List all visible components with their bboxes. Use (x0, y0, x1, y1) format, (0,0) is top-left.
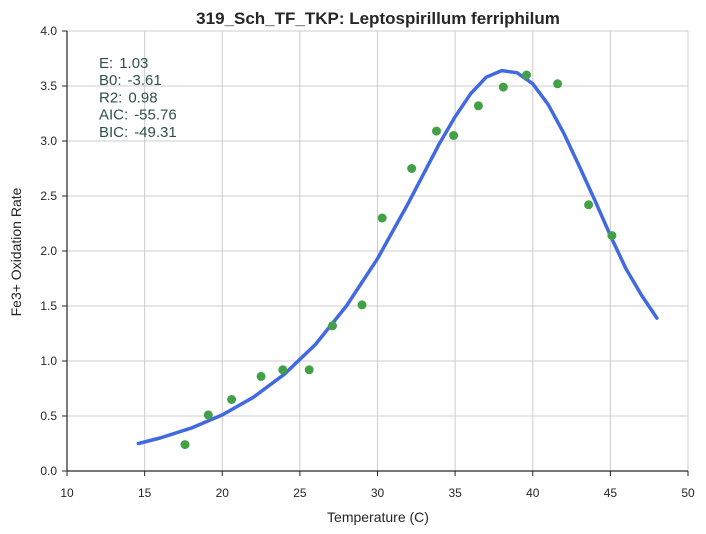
data-point (584, 200, 594, 210)
data-point (328, 321, 337, 331)
data-point (498, 82, 508, 92)
data-point (180, 440, 190, 450)
data-point (407, 164, 417, 173)
data-point (377, 213, 387, 223)
data-point (473, 101, 483, 111)
stat-line: E: 1.03 (99, 55, 148, 72)
x-tick-label: 35 (448, 486, 462, 500)
data-point (203, 410, 213, 420)
chart-title: 319_Sch_TF_TKP: Leptospirillum ferriphil… (196, 9, 560, 28)
stat-line: BIC: -49.31 (99, 124, 177, 141)
x-tick-label: 50 (681, 486, 695, 500)
y-tick-label: 2.5 (40, 189, 57, 203)
stat-line: B0: -3.61 (99, 72, 162, 89)
x-tick-label: 15 (138, 486, 152, 500)
stat-label: R2: (99, 89, 122, 106)
stat-line: R2: 0.98 (99, 89, 158, 106)
stat-value: 1.03 (119, 55, 148, 72)
y-tick-label: 3.5 (40, 79, 57, 93)
x-tick-label: 25 (293, 486, 307, 500)
y-axis-label: Fe3+ Oxidation Rate (8, 187, 24, 316)
data-point (278, 365, 288, 375)
y-tick-label: 0.5 (40, 409, 57, 423)
stat-value: -3.61 (128, 72, 162, 89)
fit-curve-layer (136, 68, 659, 446)
y-tick-label: 1.0 (40, 354, 57, 368)
x-tick-label: 45 (604, 486, 618, 500)
stat-label: AIC: (99, 107, 128, 124)
stat-line: AIC: -55.76 (99, 107, 177, 124)
y-tick-label: 2.0 (40, 244, 57, 258)
y-tick-label: 0.0 (40, 464, 57, 478)
data-point (227, 395, 237, 404)
x-tick-label: 20 (216, 486, 230, 500)
stat-label: E: (99, 55, 113, 72)
data-point (432, 126, 441, 136)
x-axis-label: Temperature (C) (327, 509, 429, 525)
gridlines (66, 30, 689, 472)
y-tick-label: 3.0 (40, 134, 57, 148)
data-point (522, 70, 531, 80)
y-tick-labels: 0.0 0.5 1.0 1.5 2.0 2.5 3.0 3.5 4.0 (40, 24, 57, 478)
stat-value: -49.31 (134, 124, 177, 141)
data-point (553, 79, 563, 89)
data-point (449, 131, 459, 140)
data-point (607, 231, 617, 241)
stat-label: B0: (99, 72, 122, 89)
y-tick-label: 1.5 (40, 299, 57, 313)
fit-curve-line (136, 68, 659, 446)
stat-value: -55.76 (134, 107, 177, 124)
x-tick-label: 30 (371, 486, 385, 500)
data-points-layer (180, 70, 617, 450)
x-tick-label: 40 (526, 486, 540, 500)
data-point (256, 371, 266, 381)
stat-value: 0.98 (128, 89, 157, 106)
x-tick-labels: 10 15 20 25 30 35 40 45 50 (60, 486, 695, 500)
x-tick-label: 10 (60, 486, 74, 500)
stat-label: BIC: (99, 124, 128, 141)
axes (62, 30, 689, 476)
data-point (357, 300, 367, 310)
data-point (304, 365, 314, 375)
y-tick-label: 4.0 (40, 24, 57, 38)
